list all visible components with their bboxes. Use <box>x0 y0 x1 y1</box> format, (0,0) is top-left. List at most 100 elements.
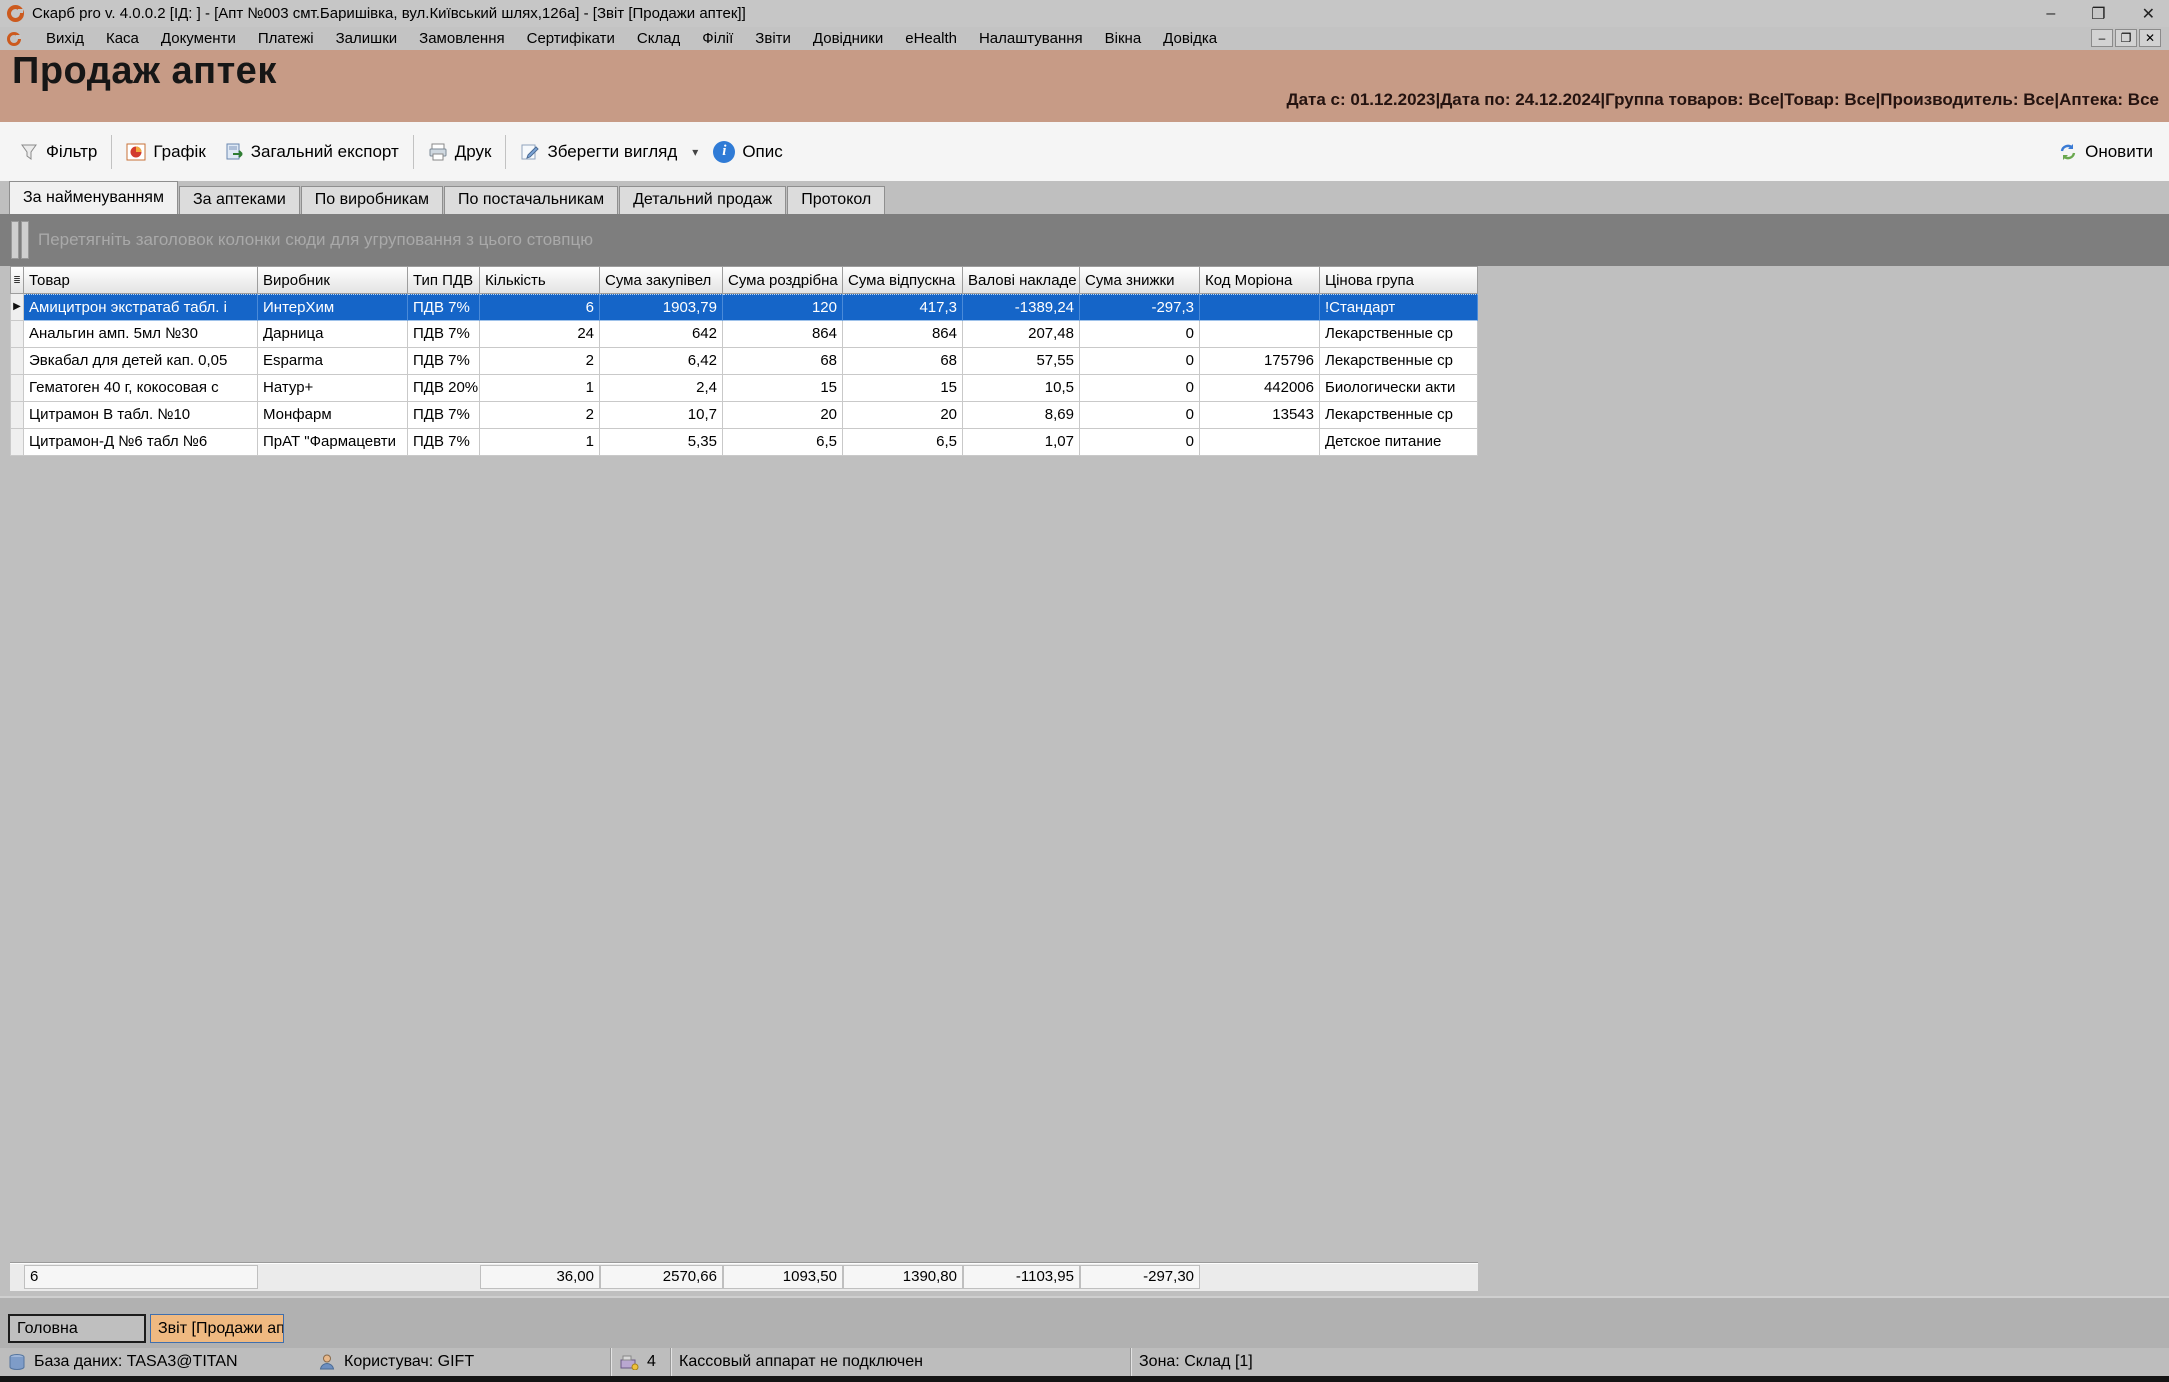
save-view-dropdown-arrow[interactable]: ▾ <box>692 144 699 159</box>
close-button[interactable]: ✕ <box>2141 5 2155 23</box>
report-filter-summary: Дата с: 01.12.2023|Дата по: 24.12.2024|Г… <box>1286 90 2159 109</box>
tab-6[interactable]: Протокол <box>787 186 886 214</box>
table-cell <box>1200 429 1320 456</box>
tab-1[interactable]: За найменуванням <box>9 181 178 214</box>
sales-grid: ≣ Товар Виробник Тип ПДВ Кількість Сума закуп… <box>10 266 1478 456</box>
table-row[interactable]: ▶ Амицитрон экстратаб табл. і ИнтерХим ПДВ … <box>10 294 1478 321</box>
status-database-text: База даних: TASA3@TITAN <box>34 1353 238 1370</box>
table-cell: 57,55 <box>963 348 1080 375</box>
summary-cell <box>1200 1265 1320 1289</box>
filter-button[interactable]: Фільтр <box>10 136 106 168</box>
printer-icon <box>429 143 447 160</box>
column-header[interactable]: Сума знижки <box>1080 266 1200 294</box>
table-row[interactable]: Цитрамон В табл. №10 Монфарм ПДВ 7% 2 10,7 20… <box>10 402 1478 429</box>
grid-options-icon[interactable]: ≣ <box>10 266 24 294</box>
tab-2[interactable]: За аптеками <box>178 186 300 214</box>
table-row[interactable]: Эвкабал для детей кап. 0,05 Esparma ПДВ 7%… <box>10 348 1478 375</box>
menu-item[interactable]: Налаштування <box>978 30 1083 47</box>
table-cell: !Стандарт <box>1320 294 1478 321</box>
menu-item[interactable]: Документи <box>160 30 236 47</box>
status-bar: База даних: TASA3@TITAN Користувач: GIFT… <box>0 1348 2169 1376</box>
table-row[interactable]: Цитрамон-Д №6 табл №6 ПрАТ "Фармацевти ПДВ… <box>10 429 1478 456</box>
minimize-button[interactable]: – <box>2046 4 2056 22</box>
table-cell: 864 <box>723 321 843 348</box>
refresh-icon <box>2060 143 2076 160</box>
column-header[interactable]: Тип ПДВ <box>408 266 480 294</box>
column-header[interactable]: Валові накладе <box>963 266 1080 294</box>
menu-item[interactable]: Довідники <box>812 30 884 47</box>
column-header[interactable]: Товар <box>24 266 258 294</box>
column-header[interactable]: Сума закупівел <box>600 266 723 294</box>
table-cell: ПДВ 7% <box>408 294 480 321</box>
print-button-label: Друк <box>454 141 492 161</box>
mdi-restore-button[interactable]: ❐ <box>2115 29 2137 47</box>
chart-icon <box>126 143 146 160</box>
table-row[interactable]: Анальгин амп. 5мл №30 Дарница ПДВ 7% 24 642 8… <box>10 321 1478 348</box>
menu-item[interactable]: eHealth <box>905 30 957 47</box>
summary-cell <box>258 1265 408 1289</box>
tab-5[interactable]: Детальний продаж <box>619 186 787 214</box>
save-view-button-label: Зберегти вигляд <box>547 141 678 161</box>
menu-item[interactable]: Каса <box>105 30 139 47</box>
menu-item[interactable]: Вихід <box>46 30 84 47</box>
refresh-button[interactable]: Оновити <box>2058 142 2153 162</box>
filter-button-label: Фільтр <box>46 141 98 161</box>
table-row[interactable]: Гематоген 40 г, кокосовая с Натур+ ПДВ 20%… <box>10 375 1478 402</box>
menu-item[interactable]: Залишки <box>335 30 398 47</box>
group-bar-handle <box>11 221 19 259</box>
table-cell <box>1200 294 1320 321</box>
print-button[interactable]: Друк <box>419 136 501 168</box>
table-cell: -1389,24 <box>963 294 1080 321</box>
column-header[interactable]: Цінова група <box>1320 266 1478 294</box>
chart-button[interactable]: Графік <box>117 136 214 168</box>
user-icon <box>319 1354 335 1370</box>
column-header[interactable]: Код Моріона <box>1200 266 1320 294</box>
doc-tab-home[interactable]: Головна <box>8 1314 146 1343</box>
status-zone-panel: Зона: Склад [1] <box>1130 1348 1261 1376</box>
tab-3[interactable]: По виробникам <box>300 186 444 214</box>
mdi-window-controls: – ❐ ✕ <box>2091 29 2161 47</box>
summary-cell <box>408 1265 480 1289</box>
table-cell: 0 <box>1080 321 1200 348</box>
menu-item[interactable]: Платежі <box>257 30 314 47</box>
export-button[interactable]: Загальний експорт <box>215 136 408 168</box>
doc-tab-report[interactable]: Звіт [Продажи аптек] <box>150 1314 284 1343</box>
column-header[interactable]: Сума відпускна <box>843 266 963 294</box>
summary-cell: 6 <box>24 1265 258 1289</box>
maximize-button[interactable]: ❐ <box>2091 5 2106 23</box>
table-cell: 0 <box>1080 402 1200 429</box>
tab-4[interactable]: По постачальникам <box>444 186 619 214</box>
menu-item[interactable]: Вікна <box>1104 30 1142 47</box>
table-cell: Лекарственные ср <box>1320 402 1478 429</box>
table-cell: 207,48 <box>963 321 1080 348</box>
table-cell: 6,5 <box>843 429 963 456</box>
save-view-button[interactable]: Зберегти вигляд <box>511 136 686 168</box>
menu-item[interactable]: Склад <box>636 30 681 47</box>
menu-logo-icon <box>7 31 21 46</box>
column-header[interactable]: Кількість <box>480 266 600 294</box>
table-cell: Лекарственные ср <box>1320 321 1478 348</box>
mdi-close-button[interactable]: ✕ <box>2139 29 2161 47</box>
menu-item[interactable]: Замовлення <box>419 30 505 47</box>
table-cell: ПДВ 7% <box>408 348 480 375</box>
mdi-minimize-button[interactable]: – <box>2091 29 2113 47</box>
window-title: Скарб pro v. 4.0.0.2 [ІД: ] - [Апт №003 … <box>32 5 746 22</box>
description-button[interactable]: i Опис <box>704 135 791 169</box>
column-header[interactable]: Виробник <box>258 266 408 294</box>
table-cell: 6,42 <box>600 348 723 375</box>
document-tabbar: Головна Звіт [Продажи аптек] <box>0 1296 2169 1348</box>
table-cell: 417,3 <box>843 294 963 321</box>
column-header[interactable]: Сума роздрібна <box>723 266 843 294</box>
save-view-icon <box>521 144 540 159</box>
table-cell: ПДВ 20% <box>408 375 480 402</box>
menu-item[interactable]: Довідка <box>1163 30 1218 47</box>
menu-item[interactable]: Сертифікати <box>526 30 615 47</box>
group-by-bar[interactable]: Перетягніть заголовок колонки сюди для у… <box>0 214 2169 266</box>
table-cell: 864 <box>843 321 963 348</box>
table-cell: Цитрамон В табл. №10 <box>24 402 258 429</box>
menu-item[interactable]: Філії <box>702 30 734 47</box>
table-cell: Натур+ <box>258 375 408 402</box>
table-cell: Дарница <box>258 321 408 348</box>
table-cell: Биологически акти <box>1320 375 1478 402</box>
menu-item[interactable]: Звіти <box>755 30 791 47</box>
